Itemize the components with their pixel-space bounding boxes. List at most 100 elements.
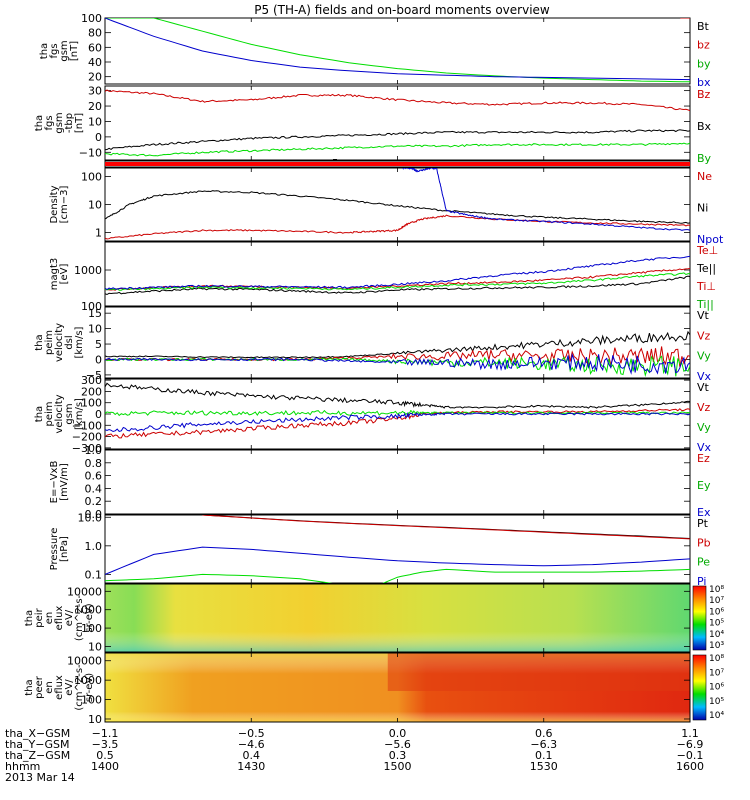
- ylabel-line: tha: [34, 406, 45, 422]
- series-Te⊥: [105, 268, 690, 291]
- series-Vt: [105, 330, 690, 359]
- series-Pb: [202, 515, 690, 540]
- ephemeris-name: tha_Y−GSM: [5, 738, 69, 751]
- date-label: 2013 Mar 14: [5, 771, 75, 784]
- legend-entry: Vy: [697, 421, 711, 434]
- peim_gsm-ylabel: tha peim velocity gsm [km/s]: [34, 394, 85, 433]
- y-tick-label: 0.8: [85, 457, 103, 470]
- legend-entry: Vx: [697, 370, 712, 383]
- series-Pi: [105, 546, 690, 575]
- legend-entry: Npot: [697, 233, 724, 246]
- ylabel-line: gsm: [54, 112, 65, 133]
- y-tick-label: 10: [88, 713, 102, 726]
- ylabel-line: eflux: [54, 675, 65, 700]
- legend-entry: Ez: [697, 452, 710, 465]
- colorbar-label: 10⁷: [709, 596, 724, 606]
- y-tick-label: −10: [79, 146, 102, 159]
- legend-entry: Pe: [697, 556, 710, 569]
- density-legend: Ne Ni Npot: [697, 170, 724, 246]
- ephemeris-name: tha_Z−GSM: [5, 749, 70, 762]
- legend-entry: Ne: [697, 170, 712, 183]
- y-tick-label: 10000: [67, 655, 102, 668]
- series-Vx: [105, 411, 690, 433]
- y-tick-label: 100: [81, 300, 102, 313]
- legend-entry: Bt: [697, 20, 710, 33]
- ylabel-line: tha: [24, 679, 35, 695]
- peir_spec-ylabel: tha peir en eflux eV/(cm^2-s-sr-eV): [24, 594, 95, 641]
- colorbar-label: 10³: [709, 641, 724, 651]
- efield-ylabel: E=−VxB [mV/m]: [49, 461, 70, 504]
- legend-entry: Te⊥: [696, 244, 718, 257]
- y-tick-label: 1000: [74, 674, 102, 687]
- legend-entry: by: [697, 57, 711, 70]
- ylabel-line: gsm: [59, 40, 70, 61]
- ylabel-line: tha: [24, 610, 35, 626]
- ylabel-line: peer: [34, 675, 45, 699]
- ylabel-line: dsl: [64, 335, 75, 349]
- y-tick-label: 0: [95, 408, 102, 421]
- temperature-series: [105, 255, 690, 296]
- panel-temperature: 1000 100 magt3 [eV] Te⊥ Te|| Ti⊥ Ti||: [49, 241, 718, 313]
- ylabel-line: eflux: [54, 606, 65, 631]
- y-tick-label: 10: [88, 640, 102, 653]
- legend-entry: Vt: [697, 381, 710, 394]
- peim_gsm-series: [105, 382, 690, 439]
- fgs_comp-legend: Bz Bx By: [697, 88, 712, 165]
- fgs_comp-ylabel: tha fgs gsm -tbp [nT]: [34, 112, 85, 133]
- panel-flag_bar: [104, 159, 691, 168]
- legend-entry: By: [697, 152, 712, 165]
- series-Bx: [105, 129, 690, 151]
- panel-density: 100 10 1 Density [cm−3] Ne Ni Npot: [49, 167, 724, 246]
- peir_spec-heatmap-shade: [105, 584, 690, 652]
- peim_dsl-frame: [104, 306, 691, 379]
- ylabel-line: velocity: [54, 323, 65, 362]
- ephemeris-value: −1.1: [92, 727, 119, 740]
- ephemeris-value: −6.9: [677, 738, 704, 751]
- legend-entry: Ey: [697, 479, 711, 492]
- ylabel-line: Density: [49, 185, 60, 223]
- fgs_comp-frame: [104, 85, 691, 161]
- colorbar-label: 10⁸: [709, 654, 724, 664]
- ylabel-line: peim: [44, 330, 55, 355]
- ylabel-line: [nT]: [74, 113, 85, 133]
- pressure-legend: Pt Pb Pe Pi: [697, 517, 711, 588]
- peim_dsl-series: [105, 330, 690, 378]
- y-tick-label: 1000: [74, 604, 102, 617]
- ephemeris-value: 0.3: [389, 749, 407, 762]
- ephemeris-value: 1.1: [681, 727, 699, 740]
- colorbar-label: 10⁴: [709, 630, 724, 640]
- legend-entry: Vx: [697, 441, 712, 454]
- y-tick-label: 20: [88, 71, 102, 84]
- temperature-ylabel: magt3 [eV]: [49, 258, 70, 291]
- y-tick-label: 100: [81, 694, 102, 707]
- y-tick-label: 10: [88, 199, 102, 212]
- ylabel-line: en: [44, 681, 55, 694]
- ylabel-line: [km/s]: [74, 398, 85, 430]
- series-By: [105, 142, 690, 157]
- ylabel-line: sr-eV): [84, 603, 95, 632]
- ylabel-line: tha: [34, 334, 45, 350]
- colorbar-label: 10⁶: [709, 683, 724, 693]
- ephemeris-name: hhmm: [5, 760, 40, 773]
- ylabel-line: (cm^2-s-: [74, 664, 85, 711]
- ephemeris-value: −4.6: [238, 738, 265, 751]
- ylabel-line: tha: [39, 43, 50, 59]
- pressure-ylabel: Pressure [nPa]: [49, 528, 70, 571]
- pressure-series: [105, 515, 690, 583]
- legend-entry: Vt: [697, 309, 710, 322]
- series-Ti||: [105, 272, 690, 291]
- legend-entry: Vz: [697, 329, 711, 342]
- y-tick-label: 0.4: [85, 482, 103, 495]
- y-tick-label: 0.6: [85, 470, 103, 483]
- efield-frame: [104, 449, 691, 515]
- ylabel-line: velocity: [54, 394, 65, 433]
- colorbar-label: 10⁴: [709, 711, 724, 721]
- peim_dsl-legend: Vt Vz Vy Vx: [697, 309, 712, 383]
- peer_spec-ylabel: tha peer en eflux eV/(cm^2-s-sr-eV): [24, 664, 95, 711]
- y-tick-label: 1.0: [85, 540, 103, 553]
- figure-title: P5 (TH-A) fields and on-board moments ov…: [254, 3, 550, 17]
